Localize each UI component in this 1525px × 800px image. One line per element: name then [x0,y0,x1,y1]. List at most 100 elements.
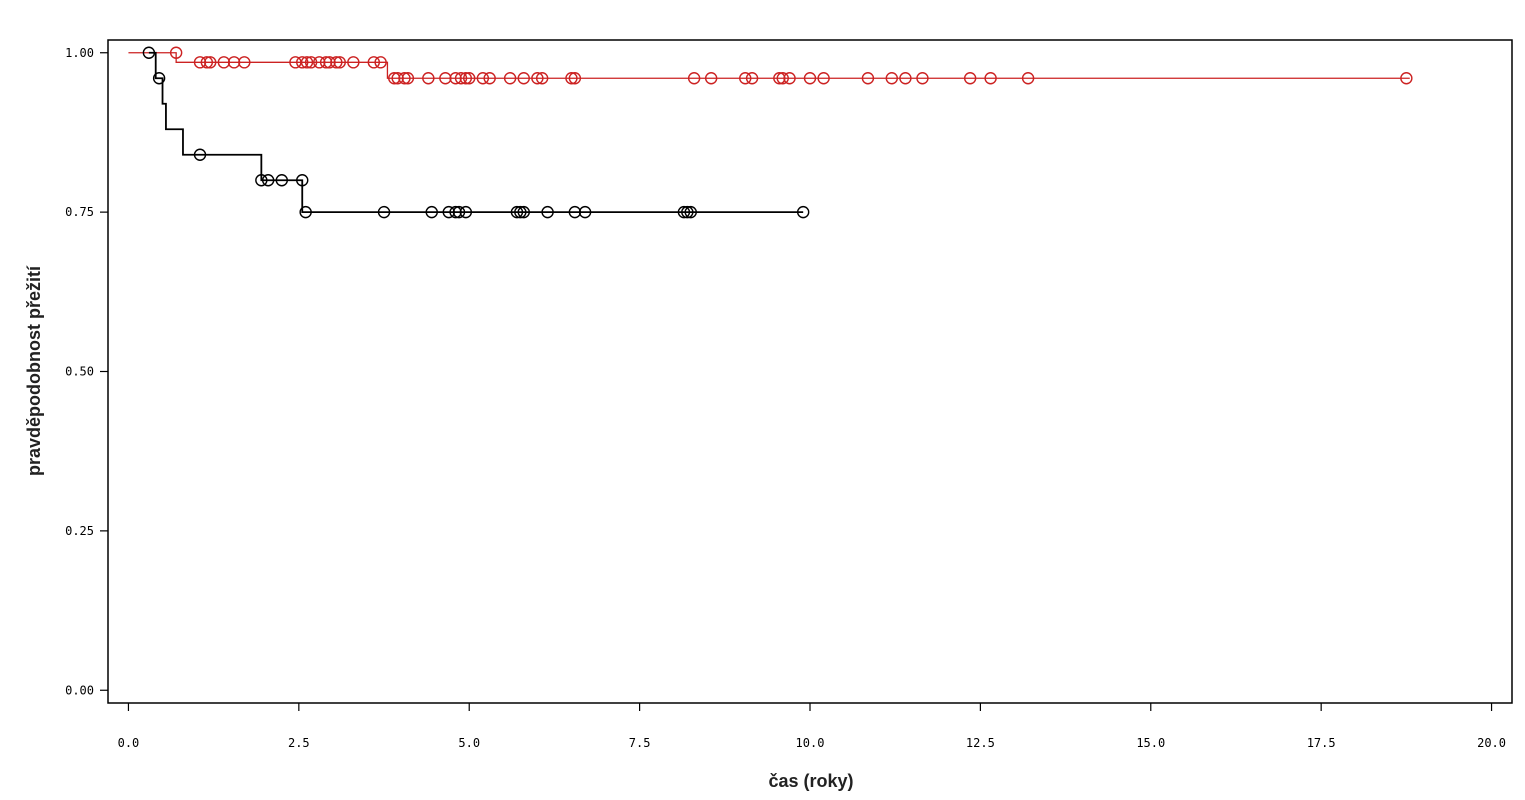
series-1-censor-marker [578,205,592,219]
series-0-censor-marker [776,72,789,85]
series-1-censor-marker [459,205,473,219]
series-0-censor-marker [422,72,435,85]
series-0-censor-marker [803,72,817,85]
series-0-step-line [128,52,1410,79]
x-tick-label: 2.5 [288,736,310,750]
series-0-censor-marker [296,56,309,69]
series-1-censor-marker [517,205,530,219]
series-0-censor-marker [916,72,929,85]
series-layer [128,46,1413,219]
series-0-censor-marker [449,72,462,85]
series-0-censor-marker [476,72,490,85]
series-0-censor-marker [459,72,473,85]
series-0-censor-marker [899,72,912,85]
series-1-censor-marker [193,148,207,161]
series-1-censor-marker [296,174,309,187]
series-0-censor-marker [1400,72,1413,85]
y-axis: 0.00 0.25 0.50 0.75 1.00 [65,46,108,697]
series-0-censor-marker [398,72,411,85]
x-tick-label: 12.5 [966,736,995,750]
series-1-censor-marker [796,205,810,219]
series-0-censor-marker [401,72,415,85]
series-0-censor-marker [388,72,401,85]
series-1-censor-marker [510,205,524,219]
series-0-censor-marker [739,72,752,85]
series-0-censor-marker [313,56,326,69]
series-1-censor-marker [152,72,166,85]
plot-frame [107,39,1513,704]
series-1-censor-marker [142,46,156,59]
series-1-censor-marker [541,205,554,219]
series-1-censor-marker [514,205,527,219]
series-1-censor-marker [255,174,268,187]
series-0-censor-marker [238,56,251,69]
x-tick-label: 7.5 [629,736,651,750]
series-0-censor-marker [347,56,360,69]
series-0-censor-marker [517,72,530,85]
series-1-censor-marker [275,174,288,187]
series-0-censor-marker [200,56,214,69]
y-tick-label: 0.75 [65,205,94,219]
series-0-censor-marker [568,72,582,85]
series-0-censor-marker [454,72,468,85]
x-axis: 0.0 2.5 5.0 7.5 10.0 12.5 15.0 17.5 20.0 [118,703,1506,750]
series-0-censor-marker [861,72,875,85]
series-0-censor-marker [204,56,217,69]
y-tick-label: 0.00 [65,683,94,697]
series-1-censor-marker [425,205,438,219]
series-0-censor-marker [483,72,496,85]
x-axis-title: čas (roky) [768,771,853,791]
series-1-censor-marker [261,174,275,187]
x-tick-label: 20.0 [1477,736,1506,750]
series-0-censor-marker [773,72,786,85]
series-0-censor-marker [963,72,977,85]
series-1-censor-marker [299,205,312,219]
x-tick-label: 15.0 [1136,736,1165,750]
series-0-censor-marker [704,72,718,85]
x-tick-label: 17.5 [1307,736,1336,750]
series-0-censor-marker [391,72,404,85]
series-1-step-line [148,51,804,214]
series-1-censor-marker [568,205,582,219]
x-tick-label: 10.0 [796,736,825,750]
series-0-censor-marker [319,56,333,69]
series-0-censor-marker [984,72,997,85]
series-0-censor-marker [463,72,476,85]
series-1-censor-marker [684,205,697,219]
y-tick-label: 1.00 [65,46,94,60]
series-1-censor-marker [377,205,391,219]
series-0-censor-marker [503,72,517,85]
series-1-censor-marker [449,205,462,219]
series-0-censor-marker [304,56,318,69]
series-0-censor-marker [565,72,578,85]
y-tick-label: 0.50 [65,365,94,379]
series-0-censor-marker [374,56,387,69]
series-0-censor-marker [330,56,343,69]
series-0-censor-marker [323,56,336,69]
series-1-censor-marker [452,205,466,219]
series-0-censor-marker [531,72,544,85]
series-0-censor-marker [745,72,759,85]
x-tick-label: 5.0 [458,736,480,750]
series-0-censor-marker [193,56,207,69]
series-0-censor-marker [367,56,381,69]
y-tick-label: 0.25 [65,524,94,538]
series-0-censor-marker [217,56,231,69]
series-0-censor-marker [439,72,452,85]
series-1-censor-marker [442,205,455,219]
y-axis-title: pravděpodobnost přežití [24,265,44,476]
series-0-censor-marker [687,72,701,85]
x-tick-label: 0.0 [118,736,140,750]
series-0-censor-marker [783,72,796,85]
series-0-censor-marker [169,46,183,59]
series-0-censor-marker [1021,72,1035,85]
series-0-censor-marker [333,56,346,69]
series-0-censor-marker [300,56,314,69]
series-0-censor-marker [817,72,830,85]
series-0-censor-marker [227,56,241,69]
series-0-censor-marker [535,72,549,85]
series-0-censor-marker [885,72,898,85]
series-1-censor-marker [681,205,694,219]
series-1-censor-marker [677,205,691,219]
